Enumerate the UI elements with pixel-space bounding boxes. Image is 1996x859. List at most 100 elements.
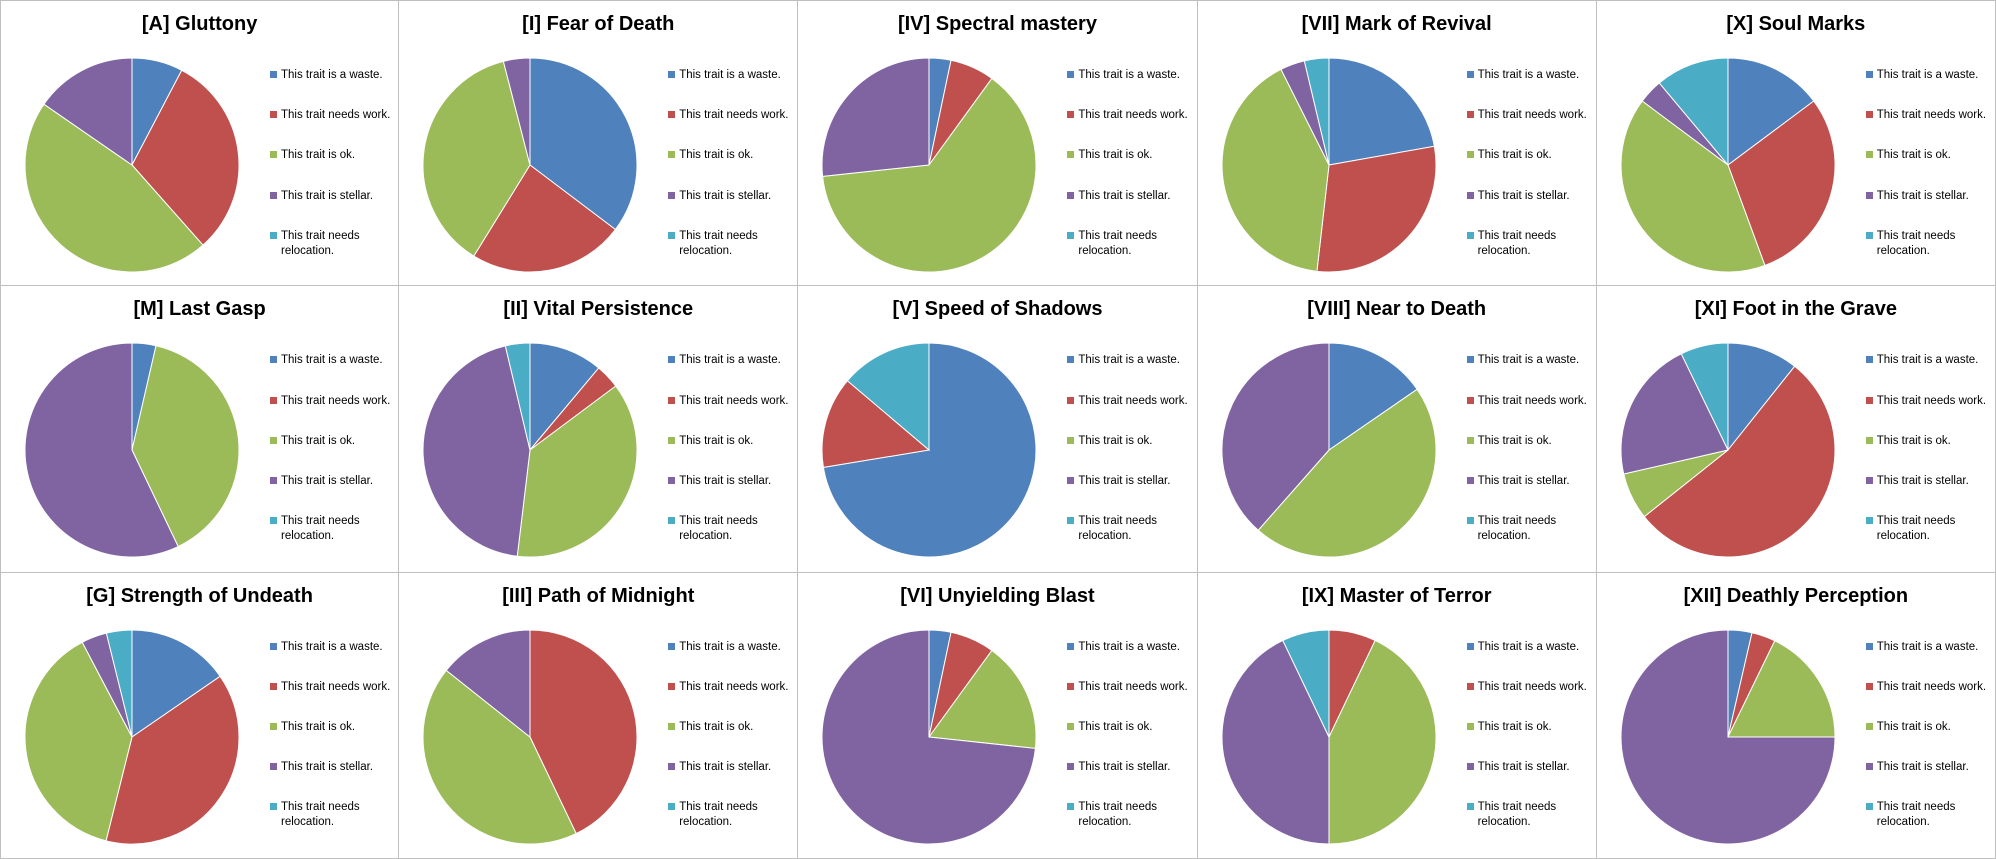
legend-item: This trait needs relocation. <box>270 514 398 554</box>
legend-label: This trait needs work. <box>1078 394 1188 407</box>
legend-label: This trait is stellar. <box>1078 189 1171 202</box>
legend-label: This trait is stellar. <box>281 474 374 487</box>
pie-slice <box>821 57 930 177</box>
pie-slice <box>43 57 133 166</box>
legend-label: This trait is a waste. <box>1876 640 1979 653</box>
pie-chart <box>1221 342 1436 558</box>
pie-slice <box>529 629 638 834</box>
legend-item: This trait is ok. <box>1067 720 1195 760</box>
pie-slice <box>1643 365 1836 558</box>
pie-chart-panel: [I] Fear of Death This trait is a waste. T… <box>399 0 799 287</box>
legend-item: This trait is stellar. <box>1466 760 1595 800</box>
legend-label: This trait is stellar. <box>281 761 374 774</box>
legend-label: This trait is ok. <box>281 721 356 734</box>
legend-item: This trait is a waste. <box>1067 640 1195 680</box>
legend-label: This trait is a waste. <box>281 69 383 81</box>
legend-label: This trait is ok. <box>679 149 754 162</box>
legend-item: This trait is a waste. <box>1865 68 1994 108</box>
legend-item: This trait is ok. <box>1067 434 1195 474</box>
legend-swatch <box>1865 396 1873 404</box>
legend-item: This trait is stellar. <box>1067 189 1195 229</box>
legend-item: This trait is stellar. <box>668 474 796 514</box>
legend-label: This trait is ok. <box>1477 149 1552 162</box>
legend-label: This trait is ok. <box>1477 434 1552 447</box>
legend-label: This trait is stellar. <box>1477 474 1570 487</box>
legend-swatch <box>1067 436 1075 444</box>
legend-label: This trait is a waste. <box>1477 354 1580 367</box>
legend-label: This trait is stellar. <box>1477 189 1570 202</box>
legend-swatch <box>668 151 676 159</box>
legend-item: This trait is ok. <box>1865 720 1994 760</box>
legend-swatch <box>1067 517 1075 525</box>
pie-chart-panel: [II] Vital Persistence This trait is a wa… <box>399 286 799 573</box>
chart-legend: This trait is a waste. This trait needs w… <box>668 353 796 554</box>
chart-legend: This trait is a waste. This trait needs w… <box>1466 640 1595 841</box>
pie-slice <box>502 57 531 166</box>
pie-chart <box>1620 629 1836 845</box>
legend-item: This trait is ok. <box>1466 720 1595 760</box>
legend-item: This trait needs relocation. <box>1466 229 1595 269</box>
chart-title: [I] Fear of Death <box>522 13 675 35</box>
legend-item: This trait needs relocation. <box>270 229 398 269</box>
legend-swatch <box>270 723 277 731</box>
pie-chart-panel: [VI] Unyielding Blast This trait is a was… <box>798 572 1198 859</box>
legend-label: This trait needs work. <box>679 680 789 693</box>
legend-label: This trait is stellar. <box>1876 474 1969 487</box>
legend-swatch <box>1067 151 1075 159</box>
legend-label: This trait needs work. <box>1477 680 1587 693</box>
chart-title: [A] Gluttony <box>141 13 258 35</box>
legend-swatch <box>668 231 676 239</box>
chart-title: [IV] Spectral mastery <box>897 13 1097 35</box>
legend-label: This trait needs relocation. <box>679 515 758 543</box>
legend-label: This trait is a waste. <box>1477 640 1580 653</box>
legend-item: This trait needs relocation. <box>668 514 796 554</box>
legend-swatch <box>1865 723 1873 731</box>
legend-label: This trait is ok. <box>1876 149 1951 162</box>
pie-chart <box>1221 57 1437 273</box>
legend-swatch <box>668 436 676 444</box>
legend-label: This trait needs relocation. <box>1078 515 1157 543</box>
chart-legend: This trait is a waste. This trait needs w… <box>1865 640 1994 841</box>
legend-label: This trait needs work. <box>281 680 391 693</box>
legend-item: This trait is ok. <box>270 720 398 760</box>
legend-swatch <box>270 803 277 811</box>
legend-swatch <box>1466 231 1474 239</box>
pie-chart-panel: [G] Strength of Undeath This trait is a w… <box>0 572 400 859</box>
pie-slice <box>1257 388 1436 558</box>
pie-slice <box>1328 342 1418 452</box>
legend-item: This trait is ok. <box>270 434 398 474</box>
pie-slice <box>1658 57 1729 167</box>
pie-chart-panel: [III] Path of Midnight This trait is a wa… <box>399 572 799 859</box>
legend-label: This trait is a waste. <box>1876 354 1979 367</box>
legend-swatch <box>1466 642 1474 650</box>
chart-legend: This trait is a waste. This trait needs w… <box>270 353 398 554</box>
pie-chart <box>1620 57 1836 273</box>
pie-chart-panel: [XI] Foot in the Grave This trait is a wa… <box>1596 286 1996 573</box>
legend-label: This trait is ok. <box>1876 721 1951 734</box>
legend-swatch <box>1466 71 1474 78</box>
legend-label: This trait is stellar. <box>679 474 772 487</box>
legend-item: This trait needs work. <box>270 680 398 720</box>
chart-title: [VII] Mark of Revival <box>1301 13 1492 35</box>
pie-slice <box>928 649 1037 749</box>
legend-item: This trait needs work. <box>1466 680 1595 720</box>
legend-label: This trait needs work. <box>1876 109 1987 122</box>
chart-title: [X] Soul Marks <box>1726 13 1866 35</box>
chart-legend: This trait is a waste. This trait needs w… <box>270 640 398 841</box>
legend-swatch <box>1865 642 1873 650</box>
legend-label: This trait is ok. <box>281 434 356 447</box>
legend-label: This trait is ok. <box>1477 721 1552 734</box>
legend-item: This trait is ok. <box>1865 148 1994 188</box>
chart-title: [VIII] Near to Death <box>1307 298 1487 321</box>
legend-item: This trait is a waste. <box>1067 353 1195 393</box>
pie-slice <box>445 629 531 738</box>
legend-swatch <box>668 111 676 119</box>
legend-label: This trait is ok. <box>1876 434 1951 447</box>
pie-slice <box>1680 342 1729 451</box>
pie-slice <box>1303 57 1330 166</box>
legend-label: This trait is stellar. <box>679 189 772 202</box>
legend-swatch <box>270 517 277 525</box>
pie-chart <box>24 342 240 558</box>
legend-label: This trait needs work. <box>1078 680 1188 693</box>
legend-swatch <box>668 396 676 404</box>
